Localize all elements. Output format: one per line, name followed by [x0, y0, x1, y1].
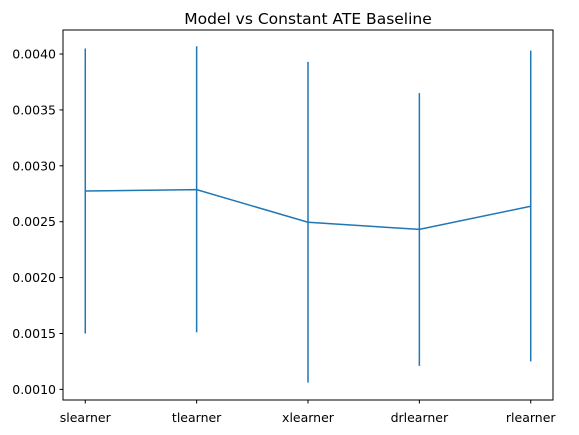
x-tick-label-rlearner: rlearner [506, 410, 556, 425]
y-tick-label: 0.0025 [12, 214, 56, 229]
y-axis: 0.0010 0.0015 0.0020 0.0025 0.0030 0.0035 0.00… [12, 47, 63, 397]
x-tick-label-slearner: slearner [60, 410, 112, 425]
y-tick-label: 0.0040 [12, 47, 56, 62]
y-tick-label: 0.0010 [12, 382, 56, 397]
x-tick-label-xlearner: xlearner [282, 410, 335, 425]
y-tick-label: 0.0030 [12, 158, 56, 173]
x-tick-label-tlearner: tlearner [172, 410, 222, 425]
y-tick-label: 0.0020 [12, 270, 56, 285]
chart-title: Model vs Constant ATE Baseline [184, 10, 432, 28]
chart-marks [84, 46, 532, 383]
y-tick-label: 0.0035 [12, 102, 56, 117]
y-tick-label: 0.0015 [12, 326, 56, 341]
x-axis: slearner tlearner xlearner drlearner rlearne… [60, 400, 556, 425]
x-tick-label-drlearner: drlearner [391, 410, 449, 425]
